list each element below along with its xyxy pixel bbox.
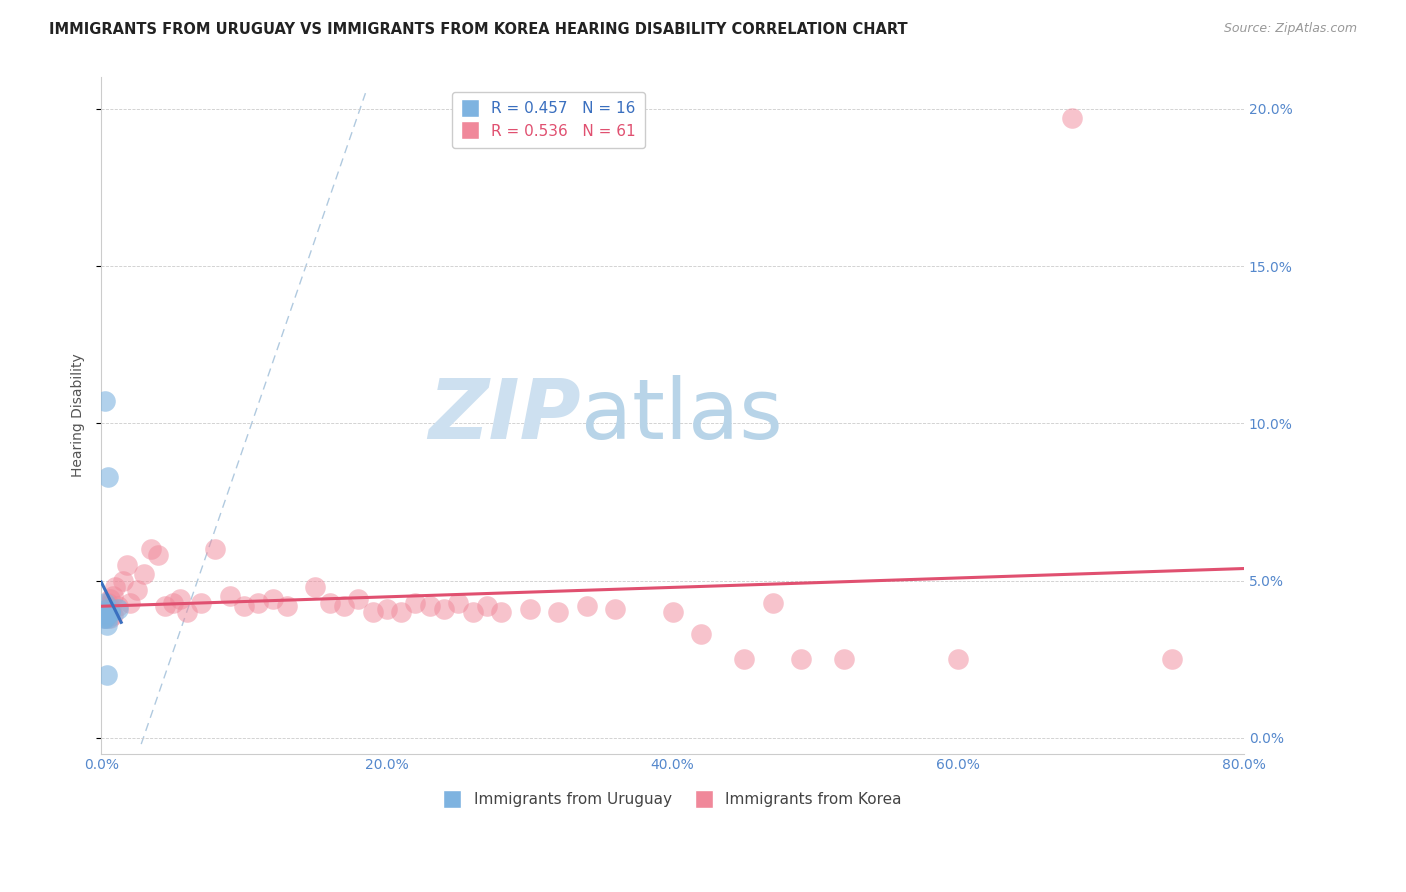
Point — [101, 589, 124, 603]
Point — [96, 608, 118, 623]
Point — [97, 599, 120, 613]
Point — [832, 652, 855, 666]
Point — [304, 580, 326, 594]
Text: atlas: atlas — [581, 375, 783, 456]
Point — [104, 580, 127, 594]
Point — [461, 605, 484, 619]
Point — [94, 394, 117, 409]
Point — [361, 605, 384, 619]
Point — [169, 592, 191, 607]
Point — [547, 605, 569, 619]
Point — [176, 605, 198, 619]
Point — [96, 668, 118, 682]
Point — [96, 605, 118, 619]
Y-axis label: Hearing Disability: Hearing Disability — [72, 353, 86, 477]
Point — [93, 611, 115, 625]
Point — [233, 599, 256, 613]
Point — [489, 605, 512, 619]
Point — [101, 608, 124, 623]
Point — [247, 596, 270, 610]
Point — [96, 617, 118, 632]
Text: IMMIGRANTS FROM URUGUAY VS IMMIGRANTS FROM KOREA HEARING DISABILITY CORRELATION : IMMIGRANTS FROM URUGUAY VS IMMIGRANTS FR… — [49, 22, 908, 37]
Point — [575, 599, 598, 613]
Point — [98, 592, 121, 607]
Point — [98, 611, 121, 625]
Point — [94, 611, 117, 625]
Point — [218, 589, 240, 603]
Point — [97, 608, 120, 623]
Point — [690, 627, 713, 641]
Point — [94, 605, 117, 619]
Legend: Immigrants from Uruguay, Immigrants from Korea: Immigrants from Uruguay, Immigrants from… — [437, 786, 908, 814]
Point — [132, 567, 155, 582]
Point — [118, 596, 141, 610]
Point — [98, 605, 121, 619]
Point — [111, 574, 134, 588]
Point — [148, 549, 170, 563]
Point — [262, 592, 284, 607]
Point — [333, 599, 356, 613]
Point — [107, 602, 129, 616]
Point — [433, 602, 456, 616]
Point — [97, 611, 120, 625]
Point — [761, 596, 783, 610]
Point — [97, 605, 120, 619]
Point — [790, 652, 813, 666]
Point — [661, 605, 683, 619]
Point — [946, 652, 969, 666]
Point — [125, 582, 148, 597]
Point — [1161, 652, 1184, 666]
Point — [98, 605, 121, 619]
Point — [605, 602, 627, 616]
Point — [519, 602, 541, 616]
Text: Source: ZipAtlas.com: Source: ZipAtlas.com — [1223, 22, 1357, 36]
Point — [98, 605, 121, 619]
Point — [190, 596, 212, 610]
Point — [419, 599, 441, 613]
Point — [107, 599, 129, 613]
Point — [94, 596, 117, 610]
Point — [115, 558, 138, 572]
Point — [447, 596, 470, 610]
Point — [733, 652, 755, 666]
Point — [475, 599, 498, 613]
Point — [96, 602, 118, 616]
Point — [162, 596, 184, 610]
Point — [204, 542, 226, 557]
Point — [347, 592, 370, 607]
Point — [94, 599, 117, 613]
Point — [97, 596, 120, 610]
Point — [100, 602, 122, 616]
Point — [93, 605, 115, 619]
Point — [319, 596, 342, 610]
Point — [404, 596, 426, 610]
Point — [141, 542, 163, 557]
Point — [94, 605, 117, 619]
Point — [97, 470, 120, 484]
Point — [96, 602, 118, 616]
Point — [1062, 112, 1084, 126]
Point — [94, 611, 117, 625]
Point — [375, 602, 398, 616]
Point — [276, 599, 298, 613]
Point — [389, 605, 412, 619]
Point — [155, 599, 177, 613]
Text: ZIP: ZIP — [429, 375, 581, 456]
